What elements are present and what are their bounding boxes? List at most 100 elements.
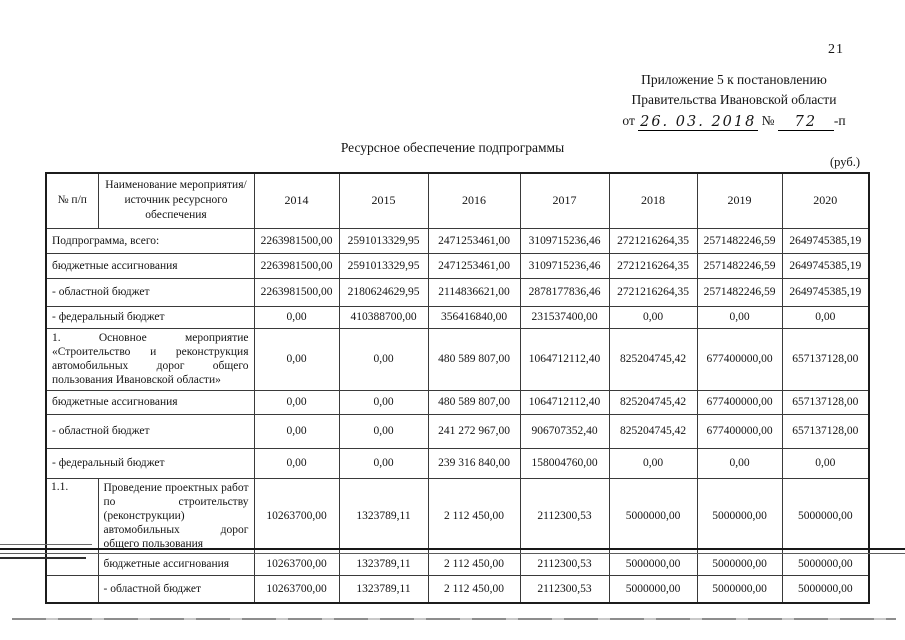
- value-cell: 5000000,00: [696, 477, 783, 554]
- value-cell: 657137128,00: [781, 413, 870, 449]
- value-cell: 2591013329,95: [338, 227, 429, 254]
- value-cell: 10263700,00: [253, 574, 340, 604]
- table-row: - федеральный бюджет 0,00 0,00 239 316 8…: [45, 447, 870, 479]
- number-sign-label: №: [761, 113, 775, 128]
- row-label-cell: бюджетные ассигнования: [45, 252, 255, 279]
- row-label-cell: - областной бюджет: [97, 574, 255, 604]
- value-cell: 2471253461,00: [427, 252, 521, 279]
- header-2016: 2016: [427, 172, 521, 229]
- header-2020: 2020: [781, 172, 870, 229]
- scan-artifact-line: [0, 557, 86, 559]
- value-cell: 677400000,00: [696, 327, 783, 391]
- table-header: № п/п Наименование мероприятия/источник …: [45, 172, 870, 229]
- value-cell: 657137128,00: [781, 327, 870, 391]
- appendix-block: Приложение 5 к постановлению Правительст…: [598, 70, 870, 131]
- value-cell: 5000000,00: [781, 574, 870, 604]
- row-label-cell: бюджетные ассигнования: [45, 389, 255, 415]
- table-row: - федеральный бюджет 0,00 410388700,00 3…: [45, 305, 870, 329]
- value-cell: 1064712112,40: [519, 327, 610, 391]
- number-suffix: -п: [833, 113, 846, 128]
- value-cell: 677400000,00: [696, 389, 783, 415]
- value-cell: 1064712112,40: [519, 389, 610, 415]
- row-number-cell: [45, 574, 99, 604]
- row-label-cell: - областной бюджет: [45, 277, 255, 307]
- row-label-cell: 1. Основное мероприятие «Строительство и…: [45, 327, 255, 391]
- value-cell: 1323789,11: [338, 552, 429, 576]
- value-cell: 906707352,40: [519, 413, 610, 449]
- table-row: - областной бюджет 2263981500,00 2180624…: [45, 277, 870, 307]
- value-cell: 5000000,00: [608, 574, 698, 604]
- table-row: - областной бюджет 0,00 0,00 241 272 967…: [45, 413, 870, 449]
- value-cell: 0,00: [338, 327, 429, 391]
- from-label: от: [622, 113, 635, 128]
- value-cell: 480 589 807,00: [427, 327, 521, 391]
- header-2015: 2015: [338, 172, 429, 229]
- value-cell: 5000000,00: [608, 552, 698, 576]
- value-cell: 2112300,53: [519, 574, 610, 604]
- row-label-cell: Подпрограмма, всего:: [45, 227, 255, 254]
- value-cell: 0,00: [338, 413, 429, 449]
- value-cell: 2591013329,95: [338, 252, 429, 279]
- value-cell: 0,00: [696, 305, 783, 329]
- value-cell: 2571482246,59: [696, 277, 783, 307]
- table-row: 1. Основное мероприятие «Строительство и…: [45, 327, 870, 391]
- value-cell: 2114836621,00: [427, 277, 521, 307]
- value-cell: 5000000,00: [781, 477, 870, 554]
- value-cell: 0,00: [253, 447, 340, 479]
- number-underline: 72: [777, 114, 834, 131]
- appendix-line-2: Правительства Ивановской области: [631, 92, 837, 107]
- value-cell: 0,00: [253, 305, 340, 329]
- value-cell: 480 589 807,00: [427, 389, 521, 415]
- header-name: Наименование мероприятия/источник ресурс…: [97, 172, 255, 229]
- row-label-cell: - федеральный бюджет: [45, 447, 255, 479]
- row-label-cell: Проведение проектных работ по строительс…: [97, 477, 255, 554]
- row-label-cell: - федеральный бюджет: [45, 305, 255, 329]
- value-cell: 231537400,00: [519, 305, 610, 329]
- value-cell: 2571482246,59: [696, 227, 783, 254]
- value-cell: 825204745,42: [608, 327, 698, 391]
- scan-artifact-bottom-line: [12, 618, 896, 620]
- row-label-cell: бюджетные ассигнования: [97, 552, 255, 576]
- table-row: 1.1. Проведение проектных работ по строи…: [45, 477, 870, 554]
- value-cell: 2878177836,46: [519, 277, 610, 307]
- value-cell: 5000000,00: [781, 552, 870, 576]
- currency-note: (руб.): [830, 155, 860, 169]
- row-label-cell: - областной бюджет: [45, 413, 255, 449]
- value-cell: 5000000,00: [696, 574, 783, 604]
- value-cell: 2 112 450,00: [427, 574, 521, 604]
- value-cell: 0,00: [338, 447, 429, 479]
- value-cell: 2112300,53: [519, 477, 610, 554]
- table-row: бюджетные ассигнования 10263700,00 13237…: [45, 552, 870, 576]
- scan-artifact-line: [0, 544, 92, 545]
- table-row: бюджетные ассигнования 2263981500,00 259…: [45, 252, 870, 279]
- value-cell: 2721216264,35: [608, 277, 698, 307]
- value-cell: 2263981500,00: [253, 252, 340, 279]
- value-cell: 2263981500,00: [253, 227, 340, 254]
- table-header-row: № п/п Наименование мероприятия/источник …: [45, 172, 870, 229]
- value-cell: 2649745385,19: [781, 277, 870, 307]
- value-cell: 0,00: [696, 447, 783, 479]
- appendix-date-line: от 26. 03. 2018 № 72 -п: [598, 111, 870, 131]
- value-cell: 0,00: [253, 389, 340, 415]
- value-cell: 2 112 450,00: [427, 477, 521, 554]
- value-cell: 0,00: [608, 305, 698, 329]
- value-cell: 2112300,53: [519, 552, 610, 576]
- appendix-line-1: Приложение 5 к постановлению: [641, 72, 827, 87]
- value-cell: 3109715236,46: [519, 227, 610, 254]
- value-cell: 241 272 967,00: [427, 413, 521, 449]
- value-cell: 158004760,00: [519, 447, 610, 479]
- header-2019: 2019: [696, 172, 783, 229]
- table-body: Подпрограмма, всего: 2263981500,00 25910…: [45, 227, 870, 604]
- table-row: Подпрограмма, всего: 2263981500,00 25910…: [45, 227, 870, 254]
- value-cell: 2471253461,00: [427, 227, 521, 254]
- value-cell: 1323789,11: [338, 574, 429, 604]
- value-cell: 825204745,42: [608, 389, 698, 415]
- table-row: бюджетные ассигнования 0,00 0,00 480 589…: [45, 389, 870, 415]
- value-cell: 0,00: [253, 327, 340, 391]
- handwritten-doc-number: 72: [794, 114, 818, 130]
- value-cell: 5000000,00: [608, 477, 698, 554]
- value-cell: 825204745,42: [608, 413, 698, 449]
- value-cell: 0,00: [608, 447, 698, 479]
- row-number-cell: 1.1.: [45, 477, 99, 554]
- value-cell: 410388700,00: [338, 305, 429, 329]
